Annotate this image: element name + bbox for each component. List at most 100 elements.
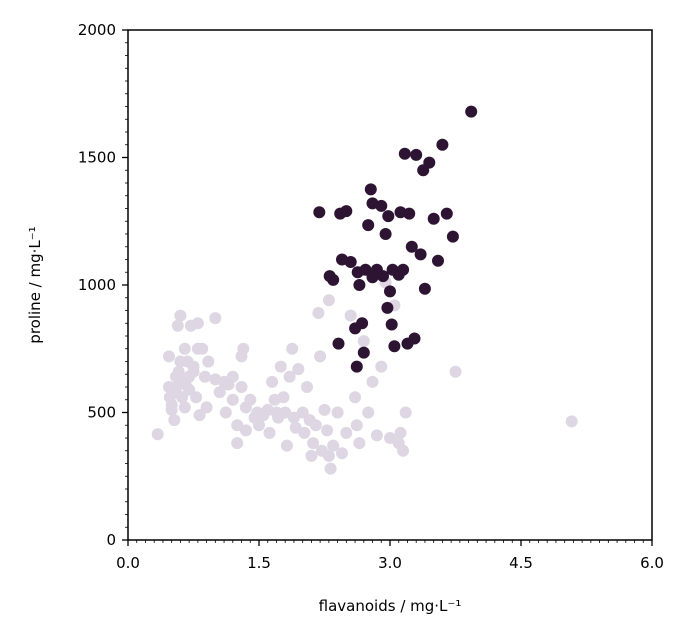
series-0-point-12 [172, 365, 185, 378]
series-1-point-40 [418, 282, 431, 295]
series-0-point-30 [196, 342, 209, 355]
series-0-point-77 [314, 350, 327, 363]
series-0-point-98 [384, 432, 396, 444]
series-1-point-25 [384, 285, 396, 298]
series-0-point-82 [322, 449, 335, 462]
series-0-point-67 [289, 421, 302, 434]
series-1-point-21 [377, 270, 389, 283]
series-0-point-52 [253, 419, 265, 432]
series-0-point-79 [318, 403, 331, 416]
series-1-point-42 [427, 212, 440, 225]
series-0-point-81 [322, 294, 335, 307]
series-0-point-63 [280, 439, 293, 452]
series-1-point-34 [403, 207, 416, 220]
series-1-point-45 [440, 207, 453, 220]
series-0-point-22 [183, 383, 196, 396]
series-1-point-23 [381, 301, 394, 314]
series-0-point-102 [397, 444, 410, 457]
series-0-point-48 [239, 424, 252, 437]
series-1-point-6 [340, 205, 353, 218]
y-axis-ticks: 0 500 1000 1500 2000 [78, 21, 128, 549]
series-0-point-88 [344, 309, 357, 322]
x-tick-label: 4.5 [509, 554, 533, 572]
series-0-point-104 [449, 365, 462, 378]
series-0-point-91 [353, 437, 366, 450]
series-0-point-86 [336, 447, 348, 460]
series-0-point-38 [219, 406, 232, 419]
series-0-point-93 [362, 406, 375, 419]
series-0-point-26 [190, 391, 203, 404]
x-axis-ticks: 0.0 1.5 3.0 4.5 6.0 [116, 540, 664, 572]
series-0-point-61 [277, 391, 290, 404]
series-1-point-41 [423, 156, 436, 169]
series-1-point-26 [385, 318, 398, 331]
series-1-point-31 [397, 263, 410, 276]
series-0-point-41 [226, 393, 239, 406]
series-0-point-17 [178, 342, 191, 355]
series-1-point-2 [327, 273, 340, 286]
series-1-point-9 [350, 360, 363, 373]
series-0-point-1 [163, 350, 175, 363]
series-0-point-27 [191, 317, 204, 330]
series-0-point-11 [171, 319, 184, 332]
y-tick-label: 1500 [78, 149, 116, 167]
series-0-point-55 [263, 426, 276, 439]
series-0-point-65 [286, 342, 299, 355]
series-1-point-7 [344, 256, 357, 268]
series-1-point-28 [388, 340, 401, 353]
series-0-point-95 [370, 429, 383, 442]
series-0-point-87 [340, 426, 353, 439]
series-0-point-5 [165, 403, 178, 416]
series-0-point-101 [394, 426, 407, 439]
series-0-point-69 [296, 406, 309, 419]
series-1-point-20 [375, 199, 388, 212]
y-tick-label: 500 [87, 404, 116, 422]
series-0-point-33 [202, 355, 215, 368]
series-0-point-76 [312, 307, 325, 319]
series-0-point-96 [375, 360, 388, 373]
series-0-point-73 [305, 449, 318, 462]
series-0-point-64 [283, 370, 296, 383]
series-1-point-15 [362, 219, 375, 232]
series-0-point-80 [321, 424, 334, 437]
series-1-point-46 [446, 230, 459, 243]
x-tick-label: 3.0 [378, 554, 402, 572]
series-0-point-89 [349, 391, 362, 404]
series-0-point-56 [266, 375, 279, 388]
series-0-point-75 [309, 419, 322, 432]
series-1-point-36 [408, 332, 421, 345]
series-1-point-32 [398, 147, 411, 160]
series-1-point-13 [357, 346, 370, 359]
points-layer [151, 105, 578, 475]
series-0-point-13 [174, 309, 187, 322]
series-0-point-85 [331, 406, 344, 419]
series-1-point-43 [432, 254, 444, 267]
series-0-point-0 [151, 428, 164, 441]
series-0-point-71 [301, 381, 313, 393]
series-1-point-14 [359, 263, 372, 276]
series-1-point-0 [313, 206, 326, 219]
series-0-point-18 [178, 401, 191, 414]
series-1-point-37 [410, 148, 423, 161]
series-0-point-92 [357, 335, 370, 348]
x-axis-label: flavanoids / mg·L⁻¹ [319, 597, 462, 615]
series-0-point-62 [279, 406, 292, 419]
x-tick-label: 0.0 [116, 554, 140, 572]
series-1-point-38 [414, 248, 427, 261]
series-1-point-22 [379, 228, 392, 240]
series-0-point-32 [200, 401, 213, 414]
y-tick-label: 1000 [78, 276, 116, 294]
series-0-point-60 [274, 360, 287, 373]
y-tick-label: 0 [106, 531, 116, 549]
series-1-point-24 [382, 210, 395, 223]
series-0-point-68 [292, 363, 305, 376]
series-1-point-44 [436, 138, 449, 151]
series-0-point-29 [193, 409, 206, 422]
series-0-point-94 [366, 375, 379, 388]
series-0-point-66 [287, 411, 300, 424]
series-0-point-84 [327, 439, 340, 452]
y-axis-label: proline / mg·L⁻¹ [26, 226, 44, 343]
series-0-point-43 [231, 437, 244, 450]
series-0-point-7 [168, 414, 181, 427]
